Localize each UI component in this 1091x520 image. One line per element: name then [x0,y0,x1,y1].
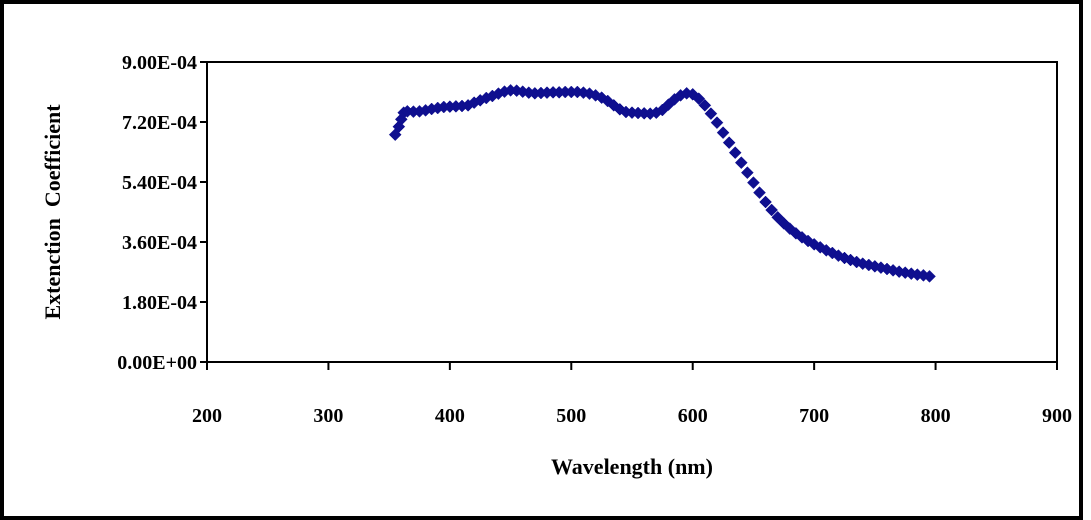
data-point [747,176,760,190]
data-points [388,83,936,283]
x-axis-title: Wavelength (nm) [551,454,713,479]
data-point [716,126,730,140]
x-tick-label: 300 [313,405,343,427]
y-tick-label: 5.40E-04 [122,172,197,194]
x-tick-label: 400 [435,405,465,427]
x-tick-label: 800 [921,405,951,427]
data-point [704,107,718,121]
y-axis-title: Extenction Coefficient [40,104,65,320]
x-tick-label: 700 [799,405,829,427]
x-axis-ticks: 200 300 400 500 600 700 800 900 [192,362,1072,427]
data-point [759,195,772,209]
data-point [819,243,833,257]
y-tick-label: 0.00E+00 [117,352,197,374]
y-tick-label: 7.20E-04 [122,112,197,134]
x-tick-label: 500 [556,405,586,427]
data-point [741,166,754,180]
data-point [698,98,712,112]
data-point [722,136,736,150]
data-point [765,203,778,217]
data-point [923,269,936,283]
data-point [692,92,706,106]
x-tick-label: 200 [192,405,222,427]
y-tick-label: 1.80E-04 [122,292,197,314]
y-axis-ticks: 0.00E+00 1.80E-04 3.60E-04 5.40E-04 7.20E-04… [117,52,207,374]
x-tick-label: 900 [1042,405,1072,427]
data-point [728,146,742,160]
y-tick-label: 3.60E-04 [122,232,197,254]
data-point [710,116,724,130]
x-tick-label: 600 [678,405,708,427]
data-point [734,156,748,170]
data-point [753,186,766,200]
plot-area [206,61,1058,363]
y-tick-label: 9.00E-04 [122,52,197,74]
